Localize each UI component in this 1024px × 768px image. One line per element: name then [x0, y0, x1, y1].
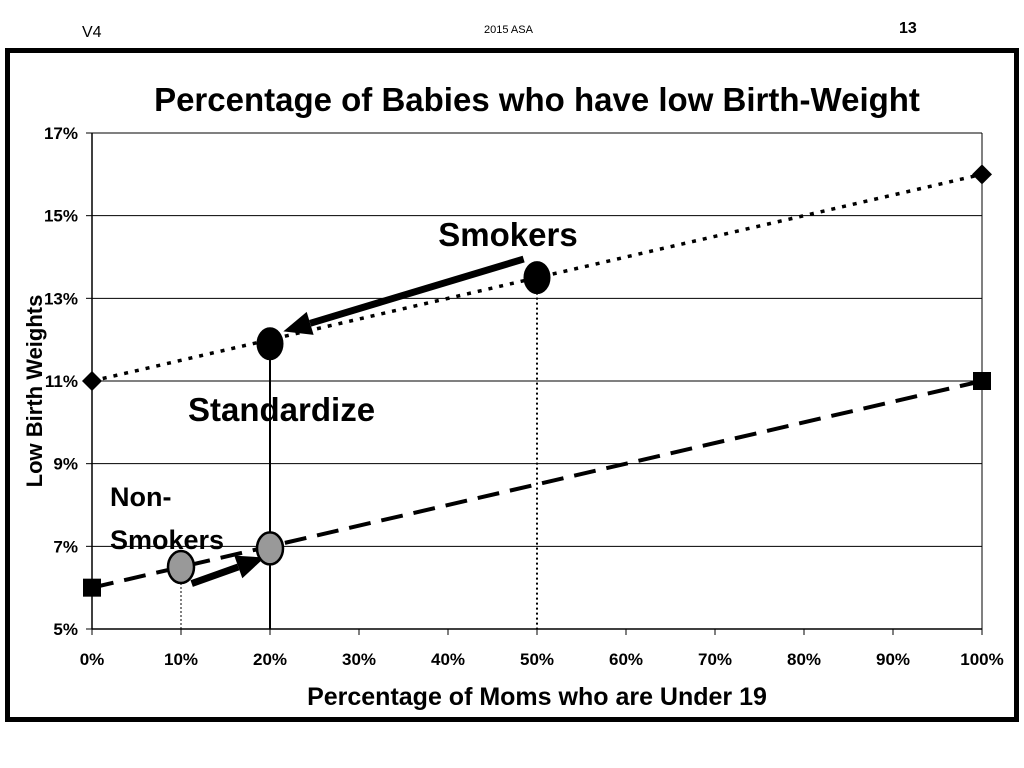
highlight-point-smokers-actual	[523, 261, 551, 295]
series-point-smokers	[82, 371, 102, 391]
series-point-non-smokers	[83, 578, 101, 597]
x-tick-label: 40%	[431, 650, 465, 669]
y-tick-label: 17%	[44, 124, 78, 143]
annotation-non-smokers-line1: Non-	[110, 482, 171, 512]
x-tick-label: 70%	[698, 650, 732, 669]
y-tick-label: 11%	[45, 372, 78, 391]
series-line-smokers	[91, 172, 983, 383]
x-tick-label: 60%	[609, 650, 643, 669]
series-line-non-smokers	[91, 379, 983, 590]
y-tick-label: 9%	[53, 455, 78, 474]
chart-frame: 5% 7% 9% 11% 13% 15% 17% 0% 10% 20% 30% 40% 50% 60% 70…	[5, 48, 1019, 722]
smokers-arrow-head	[283, 311, 314, 335]
annotation-non-smokers-line2: Smokers	[110, 525, 224, 555]
chart-svg: 5% 7% 9% 11% 13% 15% 17% 0% 10% 20% 30% 40% 50% 60% 70…	[22, 81, 1004, 711]
series-point-smokers	[972, 164, 992, 185]
y-tick-label: 13%	[44, 289, 78, 308]
y-tick-label: 5%	[53, 620, 78, 639]
series-point-non-smokers	[973, 372, 991, 390]
smokers-arrow-shaft	[309, 255, 525, 327]
x-tick-label: 100%	[960, 650, 1003, 669]
slide-version-label: V4	[82, 24, 102, 41]
x-tick-label: 80%	[787, 650, 821, 669]
slide-page-number: 13	[899, 20, 917, 37]
chart-title: Percentage of Babies who have low Birth-…	[154, 81, 920, 118]
non-smokers-arrow-shaft	[190, 563, 240, 587]
x-tick-label: 90%	[876, 650, 910, 669]
annotation-smokers: Smokers	[438, 216, 577, 253]
x-tick-label: 10%	[164, 650, 198, 669]
x-axis-title: Percentage of Moms who are Under 19	[307, 683, 767, 711]
highlight-point-nonsmokers-actual	[166, 549, 196, 585]
annotation-standardize: Standardize	[188, 391, 375, 428]
x-tick-label: 20%	[253, 650, 287, 669]
x-tick-label: 50%	[520, 650, 554, 669]
non-smokers-arrow-head	[234, 555, 265, 579]
highlight-point-nonsmokers-standardized	[255, 531, 285, 566]
y-tick-label: 15%	[44, 207, 78, 226]
slide-event-label: 2015 ASA	[484, 24, 533, 36]
x-tick-label: 0%	[80, 650, 105, 669]
x-tick-label: 30%	[342, 650, 376, 669]
y-axis-title: Low Birth Weights	[22, 295, 47, 488]
y-tick-label: 7%	[53, 537, 78, 556]
highlight-point-smokers-standardized	[256, 327, 284, 361]
